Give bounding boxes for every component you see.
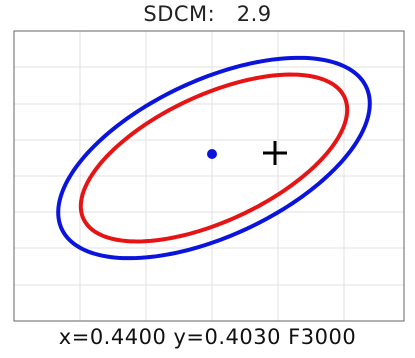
plot-frame (13, 30, 405, 322)
chromaticity-point (207, 149, 217, 159)
reference-cross (263, 141, 287, 165)
inner-ellipse (78, 72, 350, 244)
chart-title: SDCM: 2.9 (143, 2, 272, 26)
outer-ellipse (56, 55, 372, 261)
coordinates-readout: x=0.4400 y=0.4030 F3000 (58, 325, 357, 349)
